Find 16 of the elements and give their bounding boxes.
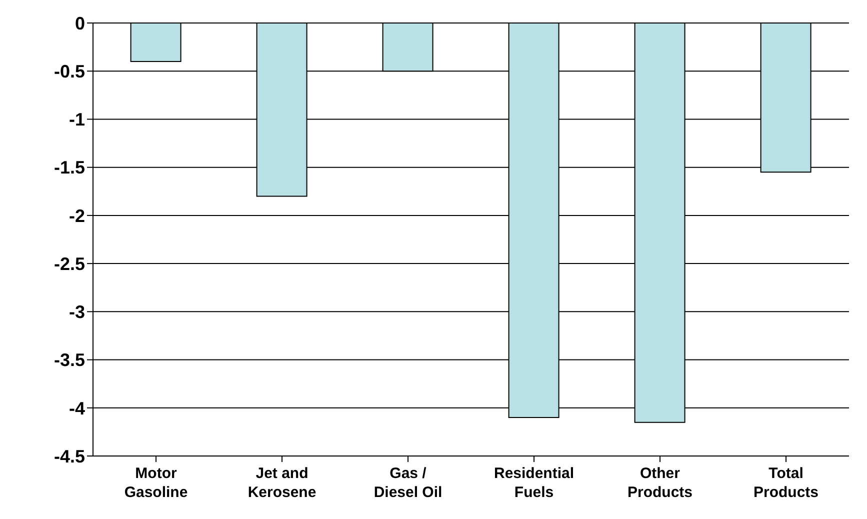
y-tick-label: -3.5 bbox=[54, 350, 85, 370]
y-tick-label: -1.5 bbox=[54, 158, 85, 178]
y-tick-label: -2 bbox=[68, 206, 85, 226]
y-tick-label: -1 bbox=[68, 110, 85, 130]
x-tick-label: Total Products bbox=[753, 465, 819, 501]
y-tick-label: -4.5 bbox=[54, 446, 85, 466]
y-tick-label: -4 bbox=[68, 398, 85, 418]
x-tick-label: Gas / Diesel Oil bbox=[374, 465, 442, 501]
x-tick-label: Motor Gasoline bbox=[124, 465, 188, 501]
x-tick-label: Other Products bbox=[627, 465, 693, 501]
y-tick-label: -3 bbox=[68, 302, 85, 322]
y-tick-label: -2.5 bbox=[54, 254, 85, 274]
x-tick-label: Residential Fuels bbox=[494, 465, 574, 501]
y-tick-label: 0 bbox=[74, 13, 85, 34]
y-tick-label: -0.5 bbox=[54, 62, 85, 82]
x-tick-label: Jet and Kerosene bbox=[248, 465, 316, 501]
